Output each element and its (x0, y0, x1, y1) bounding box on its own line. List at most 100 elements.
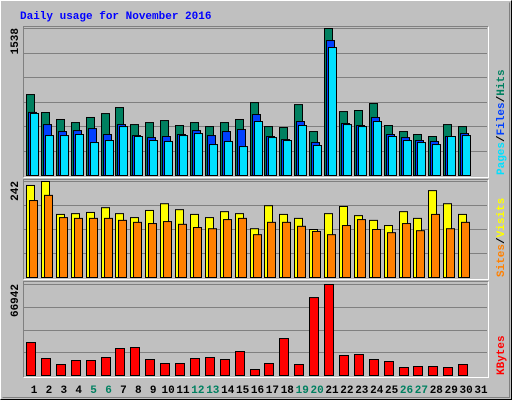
panel-border-dark (23, 26, 489, 178)
bar (312, 230, 321, 279)
bar (224, 140, 233, 177)
bar (369, 359, 379, 377)
bar (446, 228, 455, 278)
legend-entry: Visits (496, 198, 508, 238)
x-tick-label: 16 (251, 385, 264, 397)
bar (254, 120, 263, 176)
bar (354, 354, 364, 376)
bar (298, 125, 307, 176)
bar (267, 221, 276, 278)
legend-entry: Sites (496, 244, 508, 277)
bar (74, 217, 83, 278)
bar (250, 369, 260, 376)
bar (179, 135, 188, 176)
x-tick-label: 14 (221, 385, 235, 397)
bar (193, 227, 202, 278)
bar (402, 223, 411, 279)
bar (384, 360, 394, 376)
x-tick-label: 22 (340, 385, 353, 397)
bar (283, 140, 292, 176)
bar (417, 142, 426, 177)
x-tick-label: 3 (60, 385, 67, 397)
bar (175, 362, 185, 376)
bar (387, 232, 396, 278)
bar (60, 135, 69, 176)
bar (239, 146, 248, 176)
bar (294, 364, 304, 376)
x-tick-label: 8 (135, 385, 142, 397)
bar (163, 221, 172, 278)
bar (105, 140, 114, 176)
bar (443, 367, 453, 376)
bar (264, 362, 274, 376)
legend: Pages/Files/Hits (496, 69, 508, 175)
bar (416, 230, 425, 278)
legend-separator: / (496, 95, 508, 102)
bar (160, 362, 170, 376)
bar (358, 126, 367, 176)
x-tick-label: 23 (355, 385, 369, 397)
bar (238, 217, 247, 278)
bar (208, 228, 217, 278)
bar (282, 221, 291, 278)
x-tick-label: 6 (105, 385, 112, 397)
bar (209, 144, 218, 177)
panel-border-dark (23, 281, 489, 378)
bar (148, 223, 157, 279)
bar (372, 229, 381, 278)
bar (90, 142, 99, 177)
bar (30, 112, 39, 177)
bar (235, 351, 245, 376)
panel-border-dark (23, 179, 489, 280)
bar (297, 225, 306, 278)
bar (178, 223, 187, 278)
x-tick-label: 25 (385, 385, 399, 397)
bar (403, 140, 412, 176)
bar (313, 144, 322, 176)
x-tick-label: 28 (430, 385, 444, 397)
x-tick-label: 31 (474, 385, 488, 397)
bar (461, 221, 470, 278)
x-tick-label: 17 (266, 385, 279, 397)
legend-entry: Pages (496, 142, 508, 175)
bar (26, 342, 36, 376)
bar (145, 359, 155, 377)
x-tick-label: 1 (31, 385, 38, 397)
bar (373, 120, 382, 176)
legend-entry: KBytes (496, 335, 508, 375)
x-tick-label: 9 (150, 385, 157, 397)
x-tick-label: 11 (176, 385, 190, 397)
bar (41, 358, 51, 377)
bar (388, 136, 397, 177)
x-tick-label: 21 (325, 385, 339, 397)
legend-entry: Files (496, 102, 508, 135)
bar (44, 194, 53, 278)
bar (130, 347, 140, 377)
bar (339, 355, 349, 377)
x-tick-label: 20 (310, 385, 323, 397)
bar (119, 126, 128, 176)
bar (118, 219, 127, 279)
bar (343, 124, 352, 176)
bar (268, 137, 277, 176)
bar (399, 367, 409, 376)
bar (357, 219, 366, 278)
x-tick-label: 15 (236, 385, 250, 397)
x-tick-label: 4 (75, 385, 82, 397)
bar (164, 140, 173, 177)
bar (279, 338, 289, 377)
legend-separator: / (496, 135, 508, 142)
bar (149, 140, 158, 176)
y-tick-label: 242 (10, 181, 22, 201)
bar (89, 217, 98, 278)
x-tick-label: 26 (400, 385, 413, 397)
x-tick-label: 29 (445, 385, 458, 397)
y-tick-label: 1538 (10, 28, 22, 55)
chart-title: Daily usage for November 2016 (20, 11, 211, 23)
bar (134, 136, 143, 177)
bar (428, 366, 438, 376)
panel-border-light (23, 26, 489, 178)
bar (71, 360, 81, 377)
